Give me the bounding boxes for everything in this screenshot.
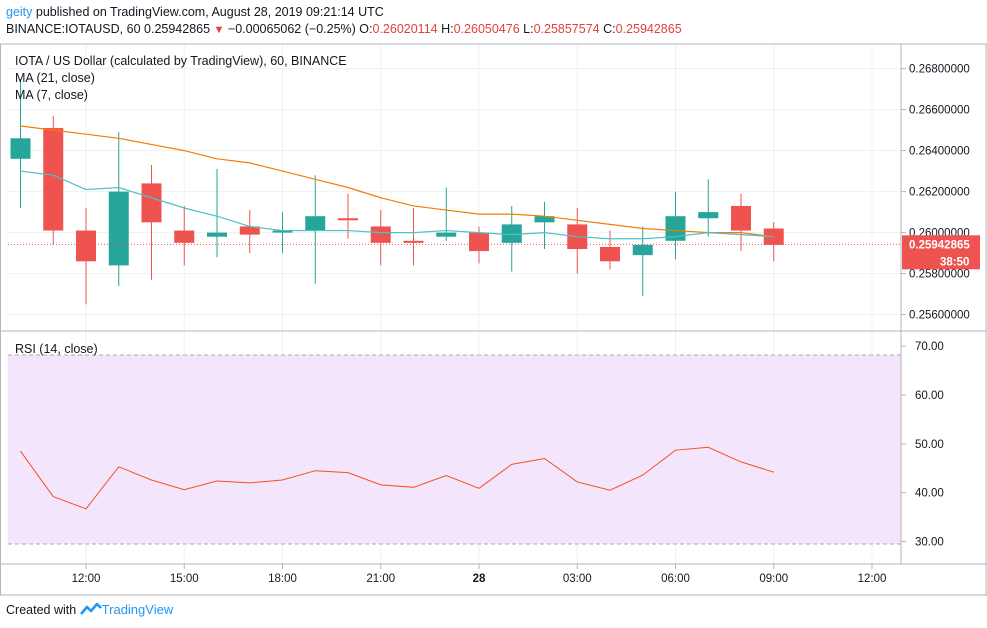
high-value: 0.26050476 bbox=[453, 22, 520, 36]
candle-up bbox=[108, 191, 129, 266]
low-label: L: bbox=[523, 22, 534, 36]
rsi-band bbox=[8, 355, 901, 544]
low-value: 0.25857574 bbox=[533, 22, 600, 36]
open-label: O: bbox=[359, 22, 373, 36]
ma21-line bbox=[20, 125, 774, 238]
candle-down bbox=[338, 218, 358, 221]
publish-info: geity published on TradingView.com, Augu… bbox=[6, 4, 384, 20]
price-badge bbox=[902, 235, 980, 270]
candle-down bbox=[43, 128, 64, 231]
candle-up bbox=[698, 212, 719, 219]
chart-title: IOTA / US Dollar (calculated by TradingV… bbox=[15, 54, 347, 68]
candle-up bbox=[501, 224, 522, 243]
symbol-label: BINANCE:IOTAUSD, 60 bbox=[6, 22, 141, 36]
close-value: 0.25942865 bbox=[615, 22, 682, 36]
published-text: published on TradingView.com, August 28,… bbox=[32, 5, 384, 19]
rsi-tick-label: 50.00 bbox=[915, 439, 944, 451]
high-label: H: bbox=[441, 22, 454, 36]
price-axis-labels: 0.26800000 0.26600000 0.26400000 0.26200000… bbox=[901, 64, 970, 322]
time-tick-label: 09:00 bbox=[759, 573, 788, 585]
tradingview-logo-icon bbox=[79, 602, 102, 619]
time-tick-label: 03:00 bbox=[563, 573, 592, 585]
candle-up bbox=[10, 138, 31, 159]
rsi-tick-label: 60.00 bbox=[915, 390, 944, 402]
candle-down bbox=[174, 230, 195, 243]
rsi-line bbox=[20, 446, 774, 510]
candle-up bbox=[534, 216, 555, 223]
rsi-axis-labels: 70.00 60.00 50.00 40.00 30.00 bbox=[901, 341, 944, 549]
time-tick-label: 28 bbox=[473, 573, 486, 585]
price-tick-label: 0.26400000 bbox=[909, 146, 970, 158]
candle-down bbox=[239, 226, 260, 235]
candle-up bbox=[436, 232, 457, 237]
created-with-text: Created with bbox=[6, 603, 77, 617]
price-tick-label: 0.26800000 bbox=[909, 64, 970, 76]
rsi-tick-label: 70.00 bbox=[915, 341, 944, 353]
ohlc-line: BINANCE:IOTAUSD, 60 0.25942865 ▼ −0.0006… bbox=[6, 21, 682, 38]
price-badge-countdown: 38:50 bbox=[940, 256, 969, 268]
time-tick-label: 18:00 bbox=[268, 573, 297, 585]
time-tick-label: 15:00 bbox=[170, 573, 199, 585]
candle-up bbox=[632, 244, 653, 256]
candle-up bbox=[272, 230, 293, 233]
candle-up bbox=[665, 216, 686, 241]
rsi-tick-label: 40.00 bbox=[915, 488, 944, 500]
price-tick-label: 0.25600000 bbox=[909, 310, 970, 322]
rsi-legend: RSI (14, close) bbox=[15, 342, 98, 356]
tradingview-brand[interactable]: TradingView bbox=[101, 602, 174, 617]
last-price: 0.25942865 bbox=[144, 22, 211, 36]
time-axis-labels: 12:00 15:00 18:00 21:00 28 03:00 06:00 09:00 12:… bbox=[72, 564, 887, 585]
price-tick-label: 0.26600000 bbox=[909, 105, 970, 117]
time-tick-label: 06:00 bbox=[661, 573, 690, 585]
candle-up bbox=[207, 232, 227, 237]
candles bbox=[10, 78, 784, 305]
candle-down bbox=[731, 205, 751, 231]
candle-down bbox=[469, 232, 489, 252]
candle-down bbox=[600, 246, 620, 262]
candle-down bbox=[76, 230, 96, 262]
ma7-line bbox=[20, 170, 774, 240]
price-badge-value: 0.25942865 bbox=[909, 239, 970, 251]
price-change: −0.00065062 (−0.25%) bbox=[227, 22, 356, 36]
time-tick-label: 21:00 bbox=[366, 573, 395, 585]
price-tick-label: 0.25800000 bbox=[909, 269, 970, 281]
time-tick-label: 12:00 bbox=[72, 573, 101, 585]
candle-down bbox=[141, 183, 162, 223]
rsi-tick-label: 30.00 bbox=[915, 537, 944, 549]
ma7-legend: MA (7, close) bbox=[15, 88, 88, 102]
time-tick-label: 12:00 bbox=[858, 573, 887, 585]
rsi-polyline bbox=[20, 446, 774, 510]
down-arrow-icon: ▼ bbox=[213, 24, 225, 36]
open-value: 0.26020114 bbox=[372, 22, 438, 36]
ma-lines bbox=[20, 125, 774, 240]
candle-down bbox=[370, 226, 391, 243]
author-link[interactable]: geity bbox=[6, 5, 33, 19]
price-tick-label: 0.26200000 bbox=[909, 187, 970, 199]
candle-up bbox=[305, 216, 326, 231]
candle-down bbox=[403, 240, 424, 243]
ma21-legend: MA (21, close) bbox=[15, 71, 95, 85]
footer: Created with TradingView bbox=[6, 602, 173, 619]
close-label: C: bbox=[603, 22, 616, 36]
